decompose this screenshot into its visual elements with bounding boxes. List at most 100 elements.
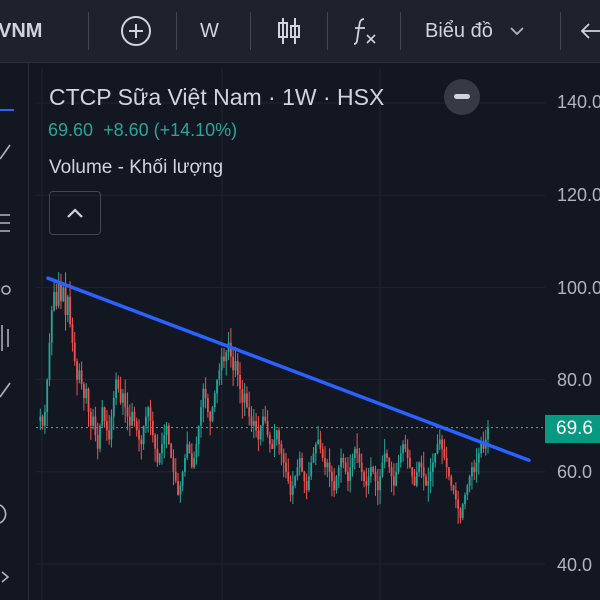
candle-body [392,476,395,486]
candle-body [303,471,306,482]
compare-symbol-button[interactable] [120,0,152,62]
candle-body [301,457,303,472]
price-tick: 140.0 [557,92,600,112]
candle-body [289,481,292,495]
toolbar-divider [560,12,561,50]
candlestick-icon [278,18,300,44]
candle-body [89,411,92,426]
candle-body [225,351,228,362]
magnet-tool[interactable] [0,503,14,524]
expand-tools-button[interactable] [0,568,14,586]
candle-body [461,504,464,518]
back-button[interactable] [580,0,600,62]
candle-body [236,361,239,375]
chart-style-button[interactable] [276,0,302,62]
toolbar-divider [88,12,89,50]
candle-body [317,439,320,445]
candle-body [296,467,299,477]
candle-body [415,471,418,486]
candle-body [248,407,251,417]
candle-body [96,434,99,449]
candle-body [275,430,278,440]
candle-body [475,462,478,472]
candle-body [420,462,423,468]
candle-body [365,481,368,486]
chart-type-dropdown[interactable]: Biểu đồ [425,0,527,62]
candle-body [482,444,485,449]
toolbar-divider [400,12,401,50]
candle-body [135,421,138,431]
candle-body [69,296,72,325]
candle-body [66,296,69,316]
candle-body [211,407,214,422]
fib-icon [0,214,10,232]
candle-body [195,444,198,458]
candle-body [188,444,191,454]
forecast-tool[interactable] [0,325,14,351]
crosshair-tool[interactable] [0,99,14,111]
candle-body [213,393,216,408]
candle-body [53,292,55,311]
hide-legend-button[interactable] [444,79,480,115]
candle-body [246,393,248,408]
brush-icon [0,382,11,398]
candle-body [395,471,398,486]
candle-body [50,310,53,343]
candle-body [48,342,51,380]
candle-body [252,421,255,426]
candle-body [335,476,338,491]
interval-button[interactable]: W [200,19,219,42]
fib-tool[interactable] [0,213,14,232]
symbol-title: CTCP Sữa Việt Nam · 1W · HSX [49,84,385,110]
candle-body [73,342,76,362]
candle-body [280,444,283,454]
candle-body [310,462,313,477]
chevron-right-icon [1,571,10,583]
candle-body [466,485,469,495]
candle-body [204,388,207,399]
price-chart[interactable] [36,68,600,600]
candle-body [149,407,152,422]
candle-body [167,425,170,445]
price-tick: 100.0 [557,278,600,298]
candle-body [305,481,308,491]
collapse-legend-button[interactable] [49,191,101,235]
symbol-search-button[interactable]: VNM [0,19,43,42]
candle-body [170,444,173,458]
trendline[interactable] [46,276,531,463]
pattern-tool[interactable] [0,281,14,299]
brush-tool[interactable] [0,381,14,399]
candle-body [105,421,108,431]
candle-body [351,457,354,468]
candle-body [145,416,147,426]
candle-body [464,494,466,505]
candle-body [138,430,140,440]
indicators-button[interactable] [352,0,378,62]
candle-body [112,398,115,417]
price-change-line: 69.60 +8.60 (+14.10%) [48,120,237,141]
candle-body [406,448,409,458]
candle-body [190,453,193,468]
candle-body [197,425,200,445]
candle-body [128,416,131,426]
trendline-tool[interactable] [0,143,14,161]
candle-body [291,485,294,495]
candle-body [92,416,95,426]
candle-body [434,453,437,463]
candle-body [397,462,400,472]
candle-body [186,444,189,458]
candle-body [76,361,78,380]
candle-body [381,462,384,477]
candle-body [468,476,471,486]
candle-body [179,485,182,495]
candle-body [314,444,317,454]
price-axis[interactable] [545,68,600,600]
candle-body [262,416,264,426]
candle-body [487,427,489,440]
candle-body [172,457,175,472]
fx-icon [353,18,376,45]
candle-body [216,379,218,394]
candle-body [209,411,212,422]
candle-body [349,467,352,482]
candle-body [259,425,262,440]
